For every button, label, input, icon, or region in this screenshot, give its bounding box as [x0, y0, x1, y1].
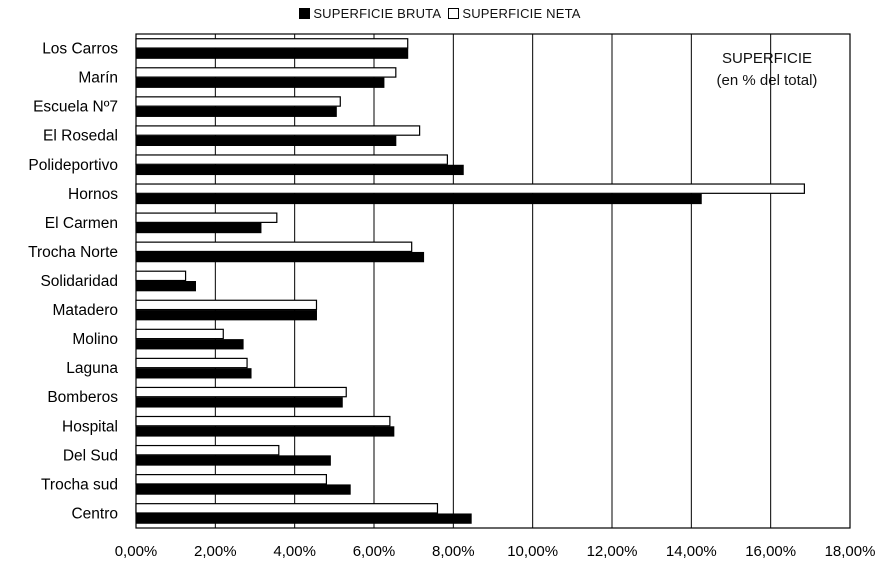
- bar-neta: [135, 38, 409, 49]
- bar-neta: [135, 357, 248, 369]
- category-label: Centro: [71, 505, 118, 522]
- bar-bruta: [135, 281, 196, 292]
- annotation-line-2: (en % del total): [716, 72, 818, 89]
- bar-neta: [135, 444, 280, 456]
- category-label: Molino: [72, 331, 118, 348]
- bar-neta: [135, 270, 187, 282]
- legend-label-neta: SUPERFICIE NETA: [462, 6, 581, 21]
- x-tick-label: 18,00%: [825, 543, 876, 560]
- bar-bruta: [135, 484, 351, 495]
- category-label: Del Sud: [63, 447, 118, 464]
- x-tick-label: 8,00%: [432, 543, 475, 560]
- bar-bruta: [135, 135, 397, 147]
- bar-bruta: [135, 77, 385, 88]
- category-label: Trocha sud: [41, 476, 118, 493]
- bar-neta: [135, 183, 805, 194]
- bar-bruta: [135, 339, 244, 350]
- bar-neta: [135, 241, 413, 253]
- bar-bruta: [135, 251, 425, 263]
- bar-bruta: [135, 455, 331, 466]
- bar-bruta: [135, 164, 464, 176]
- bar-neta: [135, 67, 397, 78]
- legend-swatch-bruta: [299, 8, 311, 19]
- category-label: Solidaridad: [40, 273, 118, 290]
- category-label: Hospital: [62, 418, 118, 435]
- bar-bruta: [135, 222, 262, 234]
- category-label: El Rosedal: [43, 128, 118, 145]
- category-label: Marín: [78, 70, 118, 87]
- x-tick-label: 0,00%: [115, 543, 158, 560]
- bar-neta: [135, 386, 347, 398]
- bar-bruta: [135, 513, 472, 524]
- legend: SUPERFICIE BRUTA SUPERFICIE NETA: [0, 6, 880, 21]
- category-label: Los Carros: [42, 41, 118, 58]
- x-tick-label: 2,00%: [194, 543, 237, 560]
- bar-neta: [135, 125, 421, 136]
- legend-label-bruta: SUPERFICIE BRUTA: [313, 6, 441, 21]
- bar-bruta: [135, 426, 395, 437]
- bar-bruta: [135, 368, 252, 379]
- x-tick-label: 10,00%: [507, 543, 558, 560]
- x-tick-label: 14,00%: [666, 543, 717, 560]
- x-tick-label: 6,00%: [353, 543, 396, 560]
- bar-neta: [135, 503, 439, 514]
- bar-bruta: [135, 193, 702, 205]
- category-label: Polideportivo: [28, 157, 118, 174]
- bar-bruta: [135, 397, 343, 408]
- bar-neta: [135, 415, 391, 427]
- bar-neta: [135, 212, 278, 223]
- bar-bruta: [135, 48, 409, 59]
- category-label: Matadero: [53, 302, 118, 319]
- bar-neta: [135, 299, 318, 311]
- bar-bruta: [135, 310, 317, 321]
- category-label: El Carmen: [45, 215, 118, 232]
- category-label: Laguna: [66, 360, 118, 377]
- category-label: Bomberos: [47, 389, 118, 406]
- x-tick-label: 4,00%: [273, 543, 316, 560]
- annotation-line-1: SUPERFICIE: [721, 50, 812, 67]
- category-label: Hornos: [68, 186, 118, 203]
- bar-neta: [135, 474, 327, 485]
- x-tick-label: 16,00%: [745, 543, 796, 560]
- category-label: Trocha Norte: [28, 244, 118, 261]
- chart-annotation: SUPERFICIE (en % del total): [692, 48, 842, 92]
- bar-neta: [135, 154, 448, 165]
- x-tick-label: 12,00%: [587, 543, 638, 560]
- bar-neta: [135, 96, 341, 107]
- bar-neta: [135, 328, 224, 340]
- legend-swatch-neta: [448, 8, 460, 19]
- bar-bruta: [135, 106, 337, 117]
- category-label: Escuela Nº7: [33, 99, 118, 116]
